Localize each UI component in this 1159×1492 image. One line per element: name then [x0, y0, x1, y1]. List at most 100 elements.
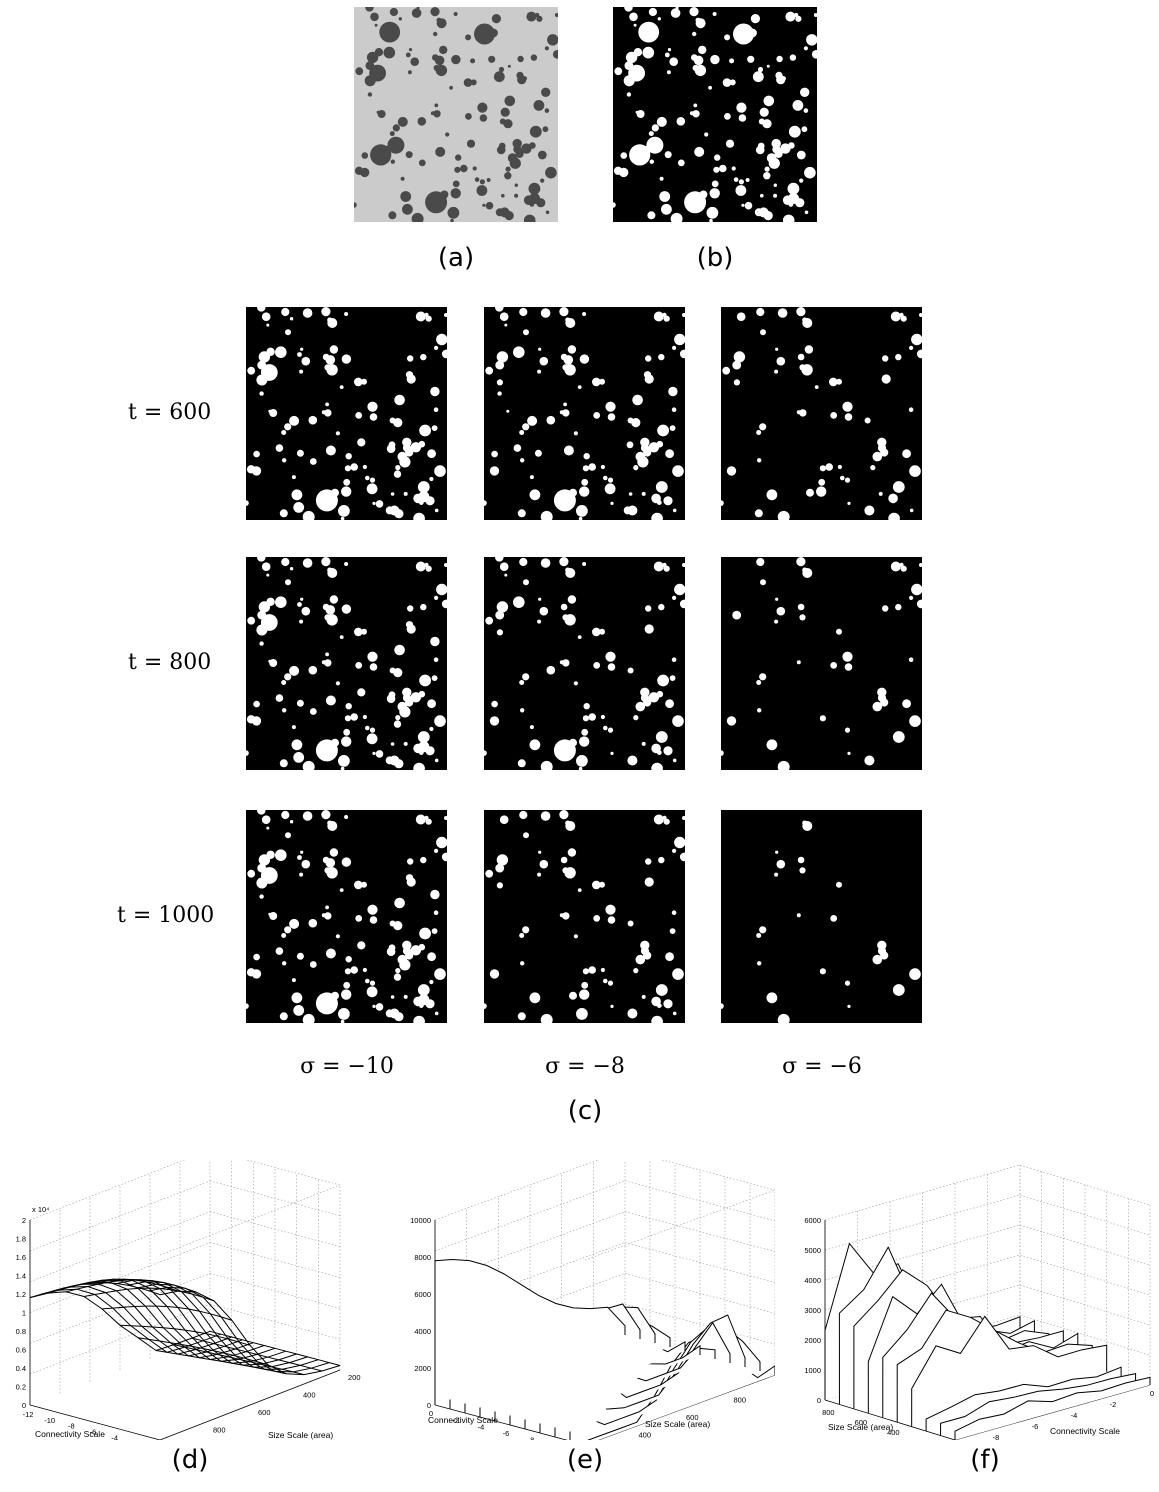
gray-blob [436, 17, 442, 23]
white-blob [724, 34, 731, 41]
result-blob [562, 659, 570, 667]
result-blob [582, 715, 589, 722]
result-blob [275, 694, 284, 702]
result-blob [497, 391, 502, 396]
result-blob [308, 665, 318, 675]
result-blob [539, 606, 549, 616]
result-blob [282, 961, 287, 966]
result-blob [369, 727, 376, 733]
result-blob [672, 758, 677, 763]
result-blob [291, 725, 296, 730]
result-blob [281, 307, 290, 317]
white-blob [773, 183, 777, 187]
result-blob [633, 968, 639, 974]
result-blob [760, 329, 766, 336]
result-blob [759, 673, 767, 681]
result-blob [671, 657, 677, 662]
result-blob [804, 345, 814, 354]
result-blob [565, 820, 571, 826]
result-blob [300, 347, 304, 351]
result-blob [651, 493, 661, 504]
result-blob [329, 595, 339, 604]
white-blob [744, 201, 753, 210]
y-tick: 200 [348, 1373, 361, 1382]
result-blob [355, 662, 363, 669]
gray-blob [472, 166, 477, 171]
result-blob [626, 441, 634, 449]
result-blob [657, 674, 669, 687]
result-blob [329, 848, 339, 857]
result-blob [640, 940, 650, 950]
result-blob [537, 619, 542, 624]
white-blob [748, 28, 757, 38]
result-blob [736, 312, 746, 321]
result-blob [877, 437, 887, 447]
result-blob [420, 603, 427, 611]
result-blob [517, 1012, 526, 1021]
result-blob [325, 445, 336, 456]
result-blob [653, 561, 664, 572]
result-blob [674, 333, 685, 346]
result-blob [324, 409, 332, 417]
result-blob [430, 386, 440, 397]
white-blob [670, 212, 683, 222]
result-blob [410, 692, 422, 703]
gray-blob [504, 211, 514, 221]
result-blob [796, 410, 801, 415]
result-blob [607, 413, 616, 421]
result-blob [375, 750, 384, 758]
result-blob [253, 953, 260, 961]
result-blob [607, 727, 614, 733]
result-blob [338, 505, 350, 517]
gray-blob [474, 177, 480, 182]
result-blob [434, 758, 439, 763]
result-blob [355, 915, 363, 922]
result-blob [354, 627, 363, 637]
result-blob [441, 852, 447, 862]
result-blob [872, 701, 883, 712]
z-tick: 10000 [410, 1216, 431, 1225]
result-blob [520, 961, 525, 966]
result-blob [573, 431, 578, 436]
result-blob [405, 874, 414, 882]
z-tick: 0 [22, 1401, 26, 1410]
result-blob [393, 668, 403, 678]
result-blob [341, 989, 352, 1000]
result-blob [648, 442, 660, 453]
result-blob [430, 636, 440, 647]
z-tick: 1.8 [16, 1235, 26, 1244]
x-tick: -2 [1110, 1400, 1117, 1409]
surface-line [155, 1350, 287, 1375]
result-blob [335, 934, 340, 939]
result-blob [672, 968, 684, 980]
gray-blob [377, 110, 386, 118]
result-blob [529, 992, 541, 1004]
white-blob [692, 110, 700, 118]
gray-blob [402, 203, 413, 215]
result-blob [754, 509, 763, 518]
result-blob [776, 606, 786, 616]
result-blob [599, 628, 605, 635]
result-blob [538, 347, 542, 351]
result-blob [301, 859, 311, 869]
white-blob [811, 50, 817, 59]
result-blob [588, 463, 596, 471]
result-blob [519, 933, 525, 938]
result-blob [682, 313, 685, 317]
result-blob [324, 867, 331, 874]
result-blob [322, 856, 330, 864]
result-blob [434, 715, 446, 727]
result-blob [633, 715, 639, 721]
white-blob [620, 152, 628, 159]
result-blob [864, 417, 871, 424]
result-blob [599, 378, 605, 385]
result-blob [324, 912, 332, 920]
result-blob [395, 465, 401, 471]
result-blob [880, 448, 889, 457]
result-blob [302, 1013, 315, 1023]
result-blob [413, 493, 423, 504]
gray-blob [495, 208, 504, 217]
result-blob [289, 665, 300, 676]
x-tick: -8 [68, 1422, 75, 1431]
gray-blob [479, 114, 488, 122]
